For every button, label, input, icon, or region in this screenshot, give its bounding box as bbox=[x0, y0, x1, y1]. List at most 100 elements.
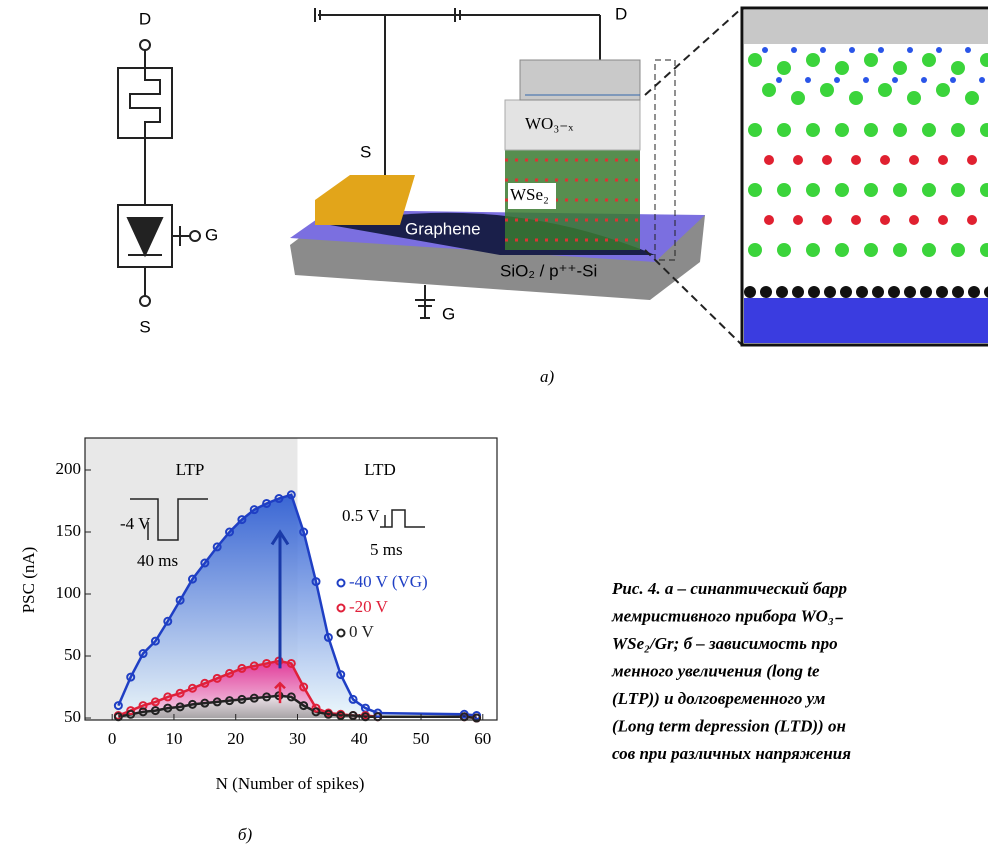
x-tick-label: 0 bbox=[108, 729, 117, 748]
atom bbox=[952, 286, 964, 298]
x-tick-label: 10 bbox=[165, 729, 182, 748]
atom bbox=[849, 91, 863, 105]
atom bbox=[967, 215, 977, 225]
atom bbox=[851, 215, 861, 225]
atom bbox=[968, 286, 980, 298]
x-tick-label: 20 bbox=[227, 729, 244, 748]
atom bbox=[776, 286, 788, 298]
atom bbox=[748, 243, 762, 257]
y-tick-label: 150 bbox=[56, 521, 82, 540]
legend-label: -20 V bbox=[349, 597, 389, 616]
atom bbox=[864, 243, 878, 257]
middle-layer: WSe₂ bbox=[510, 185, 549, 204]
atom bbox=[840, 286, 852, 298]
atom bbox=[864, 183, 878, 197]
atom bbox=[880, 155, 890, 165]
caption-line: (LTP)) и долговременного ум bbox=[612, 689, 826, 708]
atom bbox=[922, 183, 936, 197]
x-tick-label: 40 bbox=[351, 729, 368, 748]
y-tick-label: 200 bbox=[56, 459, 82, 478]
atom bbox=[938, 215, 948, 225]
atom bbox=[893, 123, 907, 137]
atom bbox=[793, 215, 803, 225]
atom bbox=[824, 286, 836, 298]
atom bbox=[922, 53, 936, 67]
atom bbox=[922, 243, 936, 257]
circuit-gate: G bbox=[205, 225, 218, 244]
caption-line: (Long term depression (LTD)) он bbox=[612, 716, 846, 735]
atom bbox=[936, 286, 948, 298]
legend-label: -40 V (VG) bbox=[349, 572, 428, 591]
atom bbox=[808, 286, 820, 298]
legend-label: 0 V bbox=[349, 622, 374, 641]
atom bbox=[791, 47, 797, 53]
substrate-label: SiO₂ / p⁺⁺-Si bbox=[500, 261, 597, 280]
atom bbox=[922, 123, 936, 137]
atom bbox=[967, 155, 977, 165]
caption-line: WSe₂/Gr; б – зависимость про bbox=[612, 634, 838, 653]
atom bbox=[965, 47, 971, 53]
atom bbox=[893, 243, 907, 257]
atom bbox=[820, 47, 826, 53]
atom bbox=[892, 77, 898, 83]
graphene-label: Graphene bbox=[405, 219, 481, 238]
atom bbox=[805, 77, 811, 83]
atom bbox=[893, 61, 907, 75]
atom bbox=[951, 123, 965, 137]
atom bbox=[793, 155, 803, 165]
atom bbox=[864, 123, 878, 137]
figure-label: а) bbox=[540, 367, 555, 386]
atom bbox=[938, 155, 948, 165]
y-axis-label: PSC (nA) bbox=[19, 547, 38, 614]
atom bbox=[878, 83, 892, 97]
atom bbox=[748, 123, 762, 137]
atom bbox=[835, 123, 849, 137]
atom bbox=[920, 286, 932, 298]
atom bbox=[744, 286, 756, 298]
y-tick-label: 100 bbox=[56, 583, 82, 602]
legend-marker bbox=[338, 605, 345, 612]
annotation: -4 V bbox=[120, 514, 151, 533]
atom bbox=[856, 286, 868, 298]
atom bbox=[791, 91, 805, 105]
atom bbox=[777, 123, 791, 137]
atom bbox=[777, 183, 791, 197]
atom bbox=[806, 53, 820, 67]
atom bbox=[762, 83, 776, 97]
device-drain: D bbox=[615, 4, 627, 23]
atom bbox=[776, 77, 782, 83]
atom bbox=[792, 286, 804, 298]
atom bbox=[777, 243, 791, 257]
x-tick-label: 50 bbox=[413, 729, 430, 748]
caption-line: мемристивного прибора WO₃₋ bbox=[611, 606, 844, 625]
atom bbox=[806, 123, 820, 137]
atom bbox=[806, 243, 820, 257]
atom bbox=[748, 53, 762, 67]
atom bbox=[904, 286, 916, 298]
annotation: LTP bbox=[176, 460, 205, 479]
x-tick-label: 30 bbox=[289, 729, 306, 748]
circuit bbox=[118, 40, 200, 306]
device bbox=[290, 8, 705, 318]
atom bbox=[872, 286, 884, 298]
atom bbox=[909, 155, 919, 165]
atom bbox=[893, 183, 907, 197]
annotation: LTD bbox=[364, 460, 396, 479]
atom bbox=[888, 286, 900, 298]
circuit-drain: D bbox=[139, 9, 151, 28]
atom bbox=[822, 155, 832, 165]
atom bbox=[921, 77, 927, 83]
atom bbox=[979, 77, 985, 83]
y-tick-label: 50 bbox=[64, 707, 81, 726]
top-layer: WO₃₋ₓ bbox=[525, 114, 573, 133]
atom bbox=[764, 215, 774, 225]
atom bbox=[863, 77, 869, 83]
figure-label: б) bbox=[238, 825, 253, 844]
caption-line: менного увеличения (long te bbox=[611, 661, 820, 680]
x-axis-label: N (Number of spikes) bbox=[216, 774, 365, 793]
device-gate: G bbox=[442, 304, 455, 323]
atom bbox=[864, 53, 878, 67]
caption-line: Рис. 4. а – синаптический барр bbox=[611, 579, 847, 598]
atom bbox=[835, 61, 849, 75]
